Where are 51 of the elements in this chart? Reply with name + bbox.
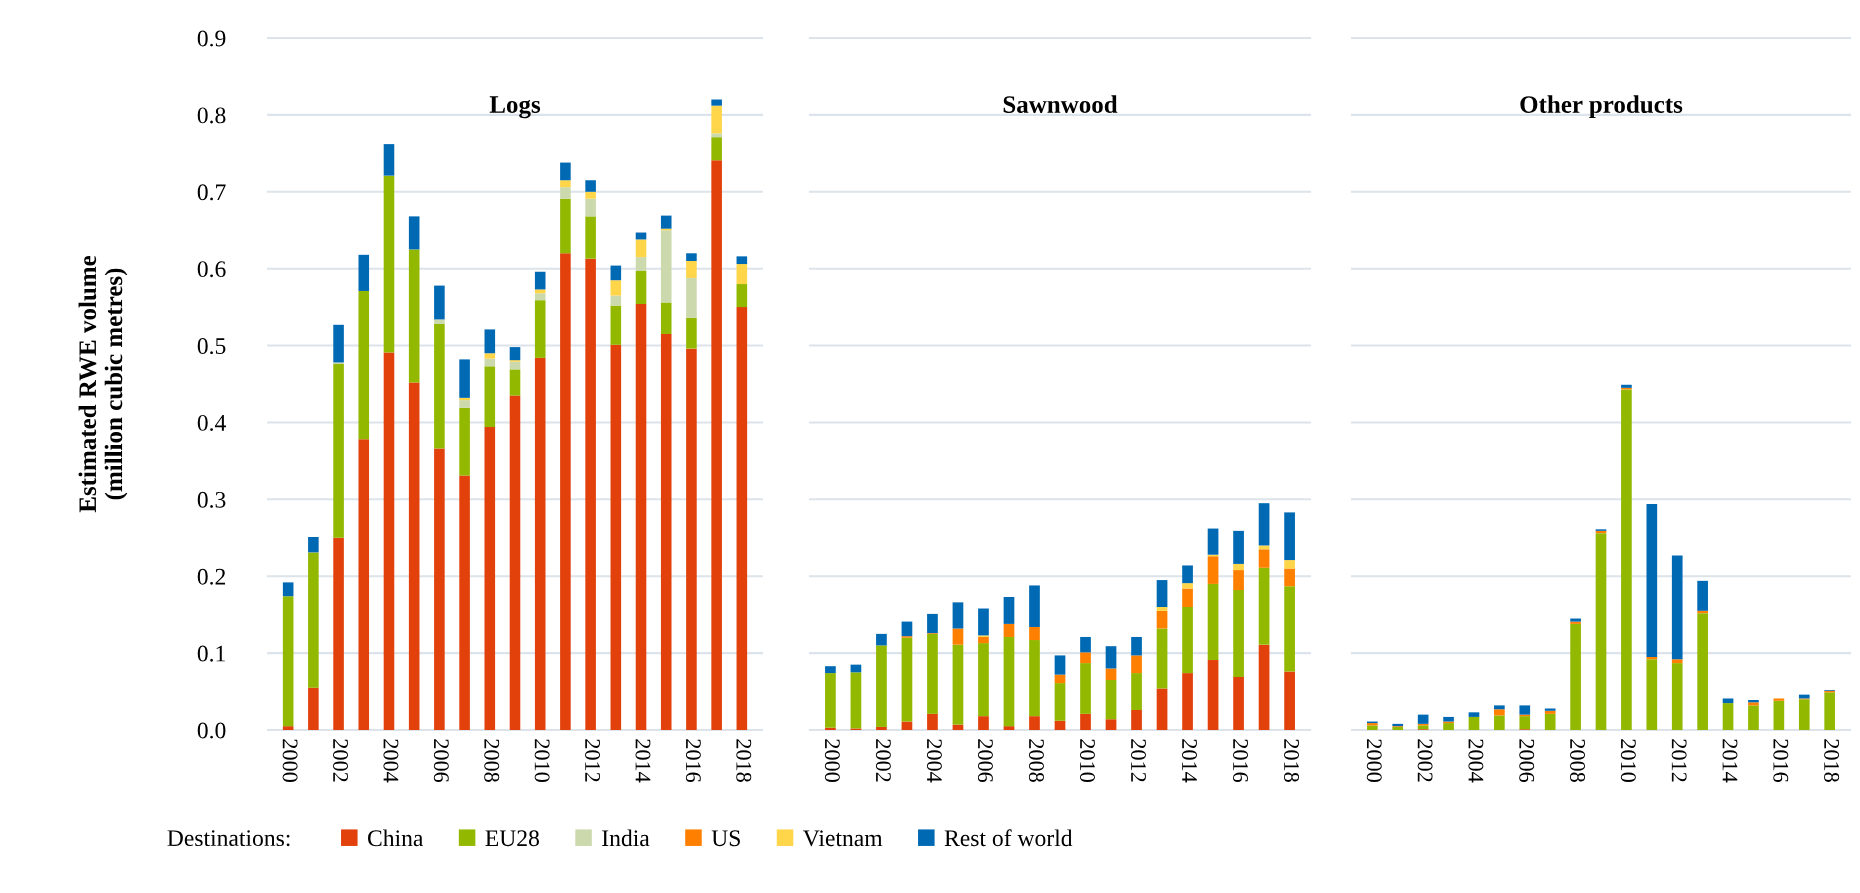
x-tick-label: 2002 [333,739,349,782]
x-tick-label: 2012 [585,739,601,782]
y-tick-label: 0.4 [197,414,226,431]
x-tick-label: 2008 [1028,739,1044,782]
y-tick-label: 0.2 [197,568,226,585]
x-tick-label: 2012 [1130,739,1146,782]
legend-label: EU28 [485,830,539,847]
x-tick-label: 2012 [1671,739,1687,782]
x-tick-label: 2010 [534,739,550,782]
y-tick-label: 0.0 [197,722,226,739]
x-tick-label: 2000 [1366,739,1382,782]
y-tick-label: 0.8 [197,107,226,124]
text: Other products [1520,95,1683,119]
x-tick-label: 2006 [1519,739,1535,783]
x-tick-label: 2002 [1417,739,1433,782]
y-tick-label: 0.1 [197,645,225,662]
x-tick-label: 2018 [736,739,752,782]
x-tick-label: 2004 [1468,739,1484,783]
x-tick-label: 2018 [1284,739,1300,782]
legend-label: China [367,829,424,847]
legend-label: India [602,829,650,847]
x-tick-label: 2006 [977,739,993,783]
x-tick-label: 2008 [484,739,500,782]
text: Logs [489,96,541,119]
x-tick-label: 2000 [282,739,298,782]
x-tick-label: 2016 [685,739,701,783]
legend-title: Destinations: [167,830,290,847]
x-tick-label: 2016 [1773,739,1789,783]
x-tick-label: 2004 [383,739,399,783]
x-tick-label: 2016 [1233,739,1249,783]
legend-label: US [711,830,740,847]
text: Sawnwood [1003,95,1118,113]
x-tick-label: 2014 [635,739,651,783]
y-tick-label: 0.9 [197,30,226,47]
x-tick-label: 2004 [926,739,942,783]
x-tick-label: 2010 [1079,739,1095,782]
x-tick-label: 2000 [824,739,840,782]
y-tick-label: 0.7 [197,184,226,201]
legend-label: Vietnam [803,830,883,847]
y-tick-label: 0.5 [197,338,226,355]
x-tick-label: 2018 [1824,739,1840,782]
x-tick-label: 2002 [875,739,891,782]
y-tick-label: 0.6 [197,261,226,278]
x-tick-label: 2008 [1570,739,1586,782]
y-axis-title: Estimated RWE volume (million cubic metres) [78,255,128,513]
x-tick-label: 2010 [1620,739,1636,782]
x-tick-label: 2014 [1722,739,1738,783]
x-tick-label: 2006 [433,739,449,783]
legend-label: Rest of world [944,829,1073,847]
y-tick-label: 0.3 [197,491,226,508]
x-tick-label: 2014 [1181,739,1197,783]
